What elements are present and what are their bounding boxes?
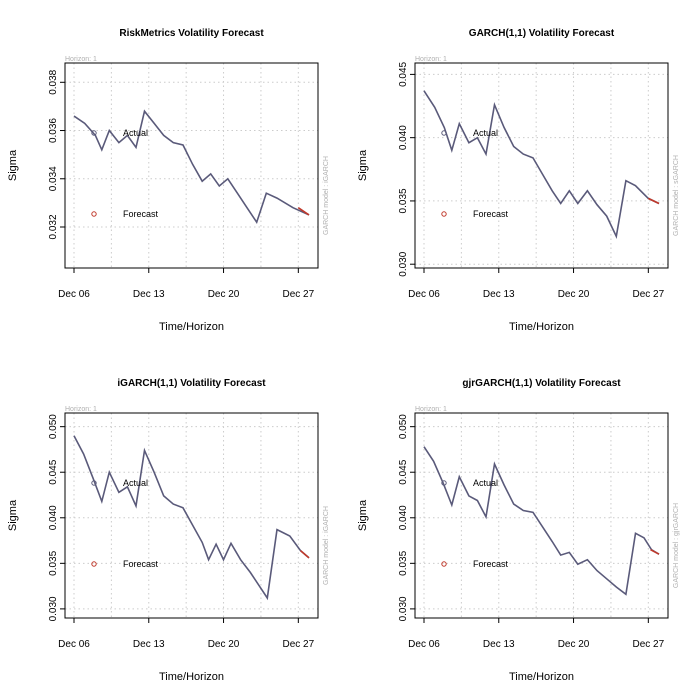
legend-label-actual: Actual [473, 478, 498, 488]
y-tick-label: 0.030 [398, 251, 409, 276]
horizon-label: Horizon: 1 [65, 56, 97, 63]
y-tick-label: 0.036 [48, 118, 59, 143]
horizon-label: Horizon: 1 [415, 56, 447, 63]
legend-label-actual: Actual [473, 128, 498, 138]
y-axis-label: Sigma [357, 499, 369, 531]
horizon-label: Horizon: 1 [415, 406, 447, 413]
x-tick-label: Dec 27 [632, 289, 664, 300]
x-tick-label: Dec 06 [408, 639, 440, 650]
chart-title: RiskMetrics Volatility Forecast [119, 28, 264, 39]
legend-marker-actual [441, 480, 447, 486]
series-line-forecast [647, 197, 660, 205]
garch-model-label: GARCH model : iGARCH [323, 156, 330, 235]
y-tick-label: 0.035 [48, 550, 59, 575]
legend-label-actual: Actual [123, 478, 148, 488]
horizon-label: Horizon: 1 [65, 406, 97, 413]
x-tick-label: Dec 13 [133, 289, 165, 300]
x-tick-label: Dec 27 [282, 639, 314, 650]
plot-frame [64, 62, 319, 269]
x-tick-label: Dec 06 [408, 289, 440, 300]
y-tick-label: 0.045 [48, 459, 59, 484]
legend-marker-actual [91, 480, 97, 486]
legend-marker-actual [91, 130, 97, 136]
series-line-actual [73, 435, 310, 601]
x-tick-label: Dec 13 [483, 639, 515, 650]
plot-frame [64, 412, 319, 619]
chart-panel-garch: GARCH(1,1) Volatility Forecast Horizon: 1… [350, 0, 700, 350]
chart-gjrgarch: gjrGARCH(1,1) Volatility Forecast Horizon… [357, 378, 680, 683]
x-tick-label: Dec 27 [632, 639, 664, 650]
chart-garch: GARCH(1,1) Volatility Forecast Horizon: 1… [357, 28, 680, 333]
chart-panel-gjrgarch: gjrGARCH(1,1) Volatility Forecast Horizon… [350, 350, 700, 700]
legend-label-forecast: Forecast [473, 209, 509, 219]
y-tick-label: 0.032 [48, 214, 59, 239]
chart-title: GARCH(1,1) Volatility Forecast [469, 28, 615, 39]
legend-marker-forecast [441, 211, 447, 217]
y-tick-label: 0.035 [398, 188, 409, 213]
y-tick-label: 0.045 [398, 459, 409, 484]
y-tick-label: 0.050 [398, 414, 409, 439]
x-tick-label: Dec 06 [58, 289, 90, 300]
legend-label-forecast: Forecast [123, 209, 159, 219]
legend-marker-forecast [91, 211, 97, 217]
x-tick-label: Dec 20 [208, 289, 240, 300]
chart-panel-igarch: iGARCH(1,1) Volatility Forecast Horizon: … [0, 350, 350, 700]
y-tick-label: 0.040 [48, 505, 59, 530]
x-axis-label: Time/Horizon [159, 671, 224, 683]
series-line-forecast [650, 548, 660, 555]
x-tick-label: Dec 13 [133, 639, 165, 650]
y-tick-label: 0.040 [398, 125, 409, 150]
legend-label-actual: Actual [123, 128, 148, 138]
series-line-forecast [297, 207, 310, 216]
x-tick-label: Dec 27 [282, 289, 314, 300]
x-tick-label: Dec 20 [558, 289, 590, 300]
garch-model-label: GARCH model : iGARCH [323, 506, 330, 585]
garch-model-label: GARCH model : gjrGARCH [673, 503, 680, 588]
y-tick-label: 0.050 [48, 414, 59, 439]
plot-frame [414, 412, 669, 619]
x-axis-label: Time/Horizon [159, 321, 224, 333]
y-tick-label: 0.030 [48, 596, 59, 621]
y-tick-label: 0.030 [398, 596, 409, 621]
chart-panel-riskmetrics: RiskMetrics Volatility Forecast Horizon: … [0, 0, 350, 350]
x-tick-label: Dec 06 [58, 639, 90, 650]
series-line-actual [423, 446, 660, 596]
y-axis-label: Sigma [7, 499, 19, 531]
x-axis-label: Time/Horizon [509, 321, 574, 333]
x-axis-label: Time/Horizon [509, 671, 574, 683]
y-tick-label: 0.038 [48, 69, 59, 94]
y-tick-label: 0.045 [398, 61, 409, 86]
chart-igarch: iGARCH(1,1) Volatility Forecast Horizon: … [7, 378, 330, 683]
series-line-actual [73, 109, 310, 225]
x-tick-label: Dec 13 [483, 289, 515, 300]
legend-label-forecast: Forecast [123, 559, 159, 569]
plot-frame [414, 62, 669, 269]
chart-riskmetrics: RiskMetrics Volatility Forecast Horizon: … [7, 28, 330, 333]
garch-model-label: GARCH model : sGARCH [673, 155, 680, 236]
legend-marker-forecast [441, 561, 447, 567]
y-tick-label: 0.040 [398, 505, 409, 530]
y-tick-label: 0.035 [398, 550, 409, 575]
legend-label-forecast: Forecast [473, 559, 509, 569]
y-tick-label: 0.034 [48, 166, 59, 191]
series-line-actual [423, 90, 660, 240]
series-line-forecast [299, 549, 310, 559]
chart-title: gjrGARCH(1,1) Volatility Forecast [462, 378, 621, 389]
legend-marker-actual [441, 130, 447, 136]
chart-title: iGARCH(1,1) Volatility Forecast [117, 378, 266, 389]
y-axis-label: Sigma [357, 149, 369, 181]
x-tick-label: Dec 20 [208, 639, 240, 650]
x-tick-label: Dec 20 [558, 639, 590, 650]
y-axis-label: Sigma [7, 149, 19, 181]
legend-marker-forecast [91, 561, 97, 567]
